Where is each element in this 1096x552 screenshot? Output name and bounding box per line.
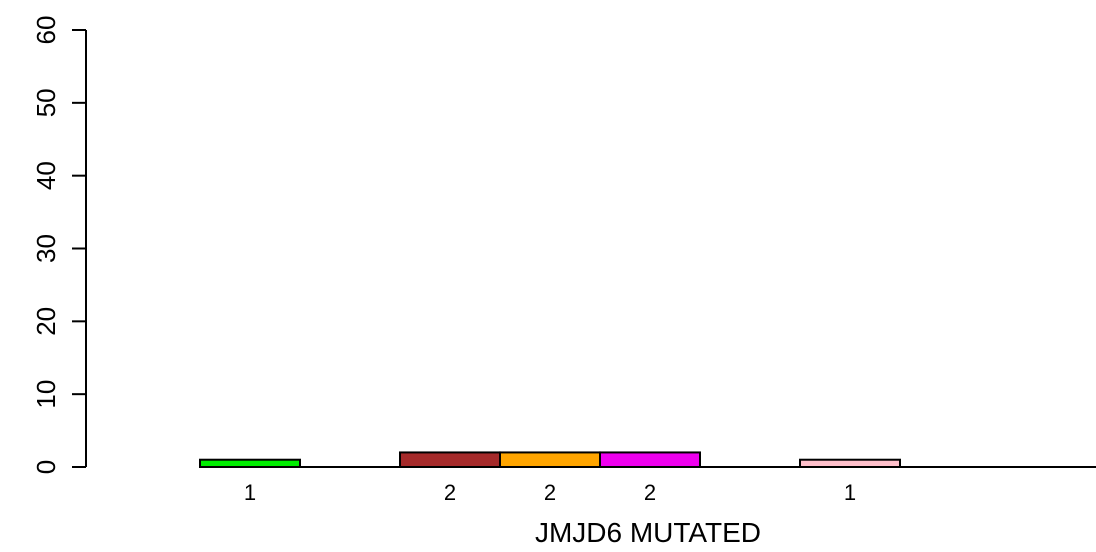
y-tick-label: 20 xyxy=(31,307,61,336)
y-tick-label: 50 xyxy=(31,88,61,117)
y-tick-label: 10 xyxy=(31,380,61,409)
bar-count-label: 2 xyxy=(644,480,656,505)
bar xyxy=(599,451,701,468)
y-tick-label: 60 xyxy=(31,16,61,45)
bar-count-label: 2 xyxy=(544,480,556,505)
bar-count-label: 1 xyxy=(844,480,856,505)
y-tick-label: 30 xyxy=(31,234,61,263)
bar xyxy=(399,451,501,468)
bars xyxy=(199,451,901,469)
bar xyxy=(199,458,301,469)
bar xyxy=(499,451,601,468)
bar-count-label: 1 xyxy=(244,480,256,505)
y-tick-label: 40 xyxy=(31,161,61,190)
x-axis-label: JMJD6 MUTATED xyxy=(535,517,761,548)
bar-labels: 1 2 2 2 1 xyxy=(244,480,856,505)
y-tick-label: 0 xyxy=(31,460,61,474)
bar xyxy=(799,458,901,469)
y-axis: 0 10 20 30 40 50 60 xyxy=(31,16,87,474)
bar-count-label: 2 xyxy=(444,480,456,505)
